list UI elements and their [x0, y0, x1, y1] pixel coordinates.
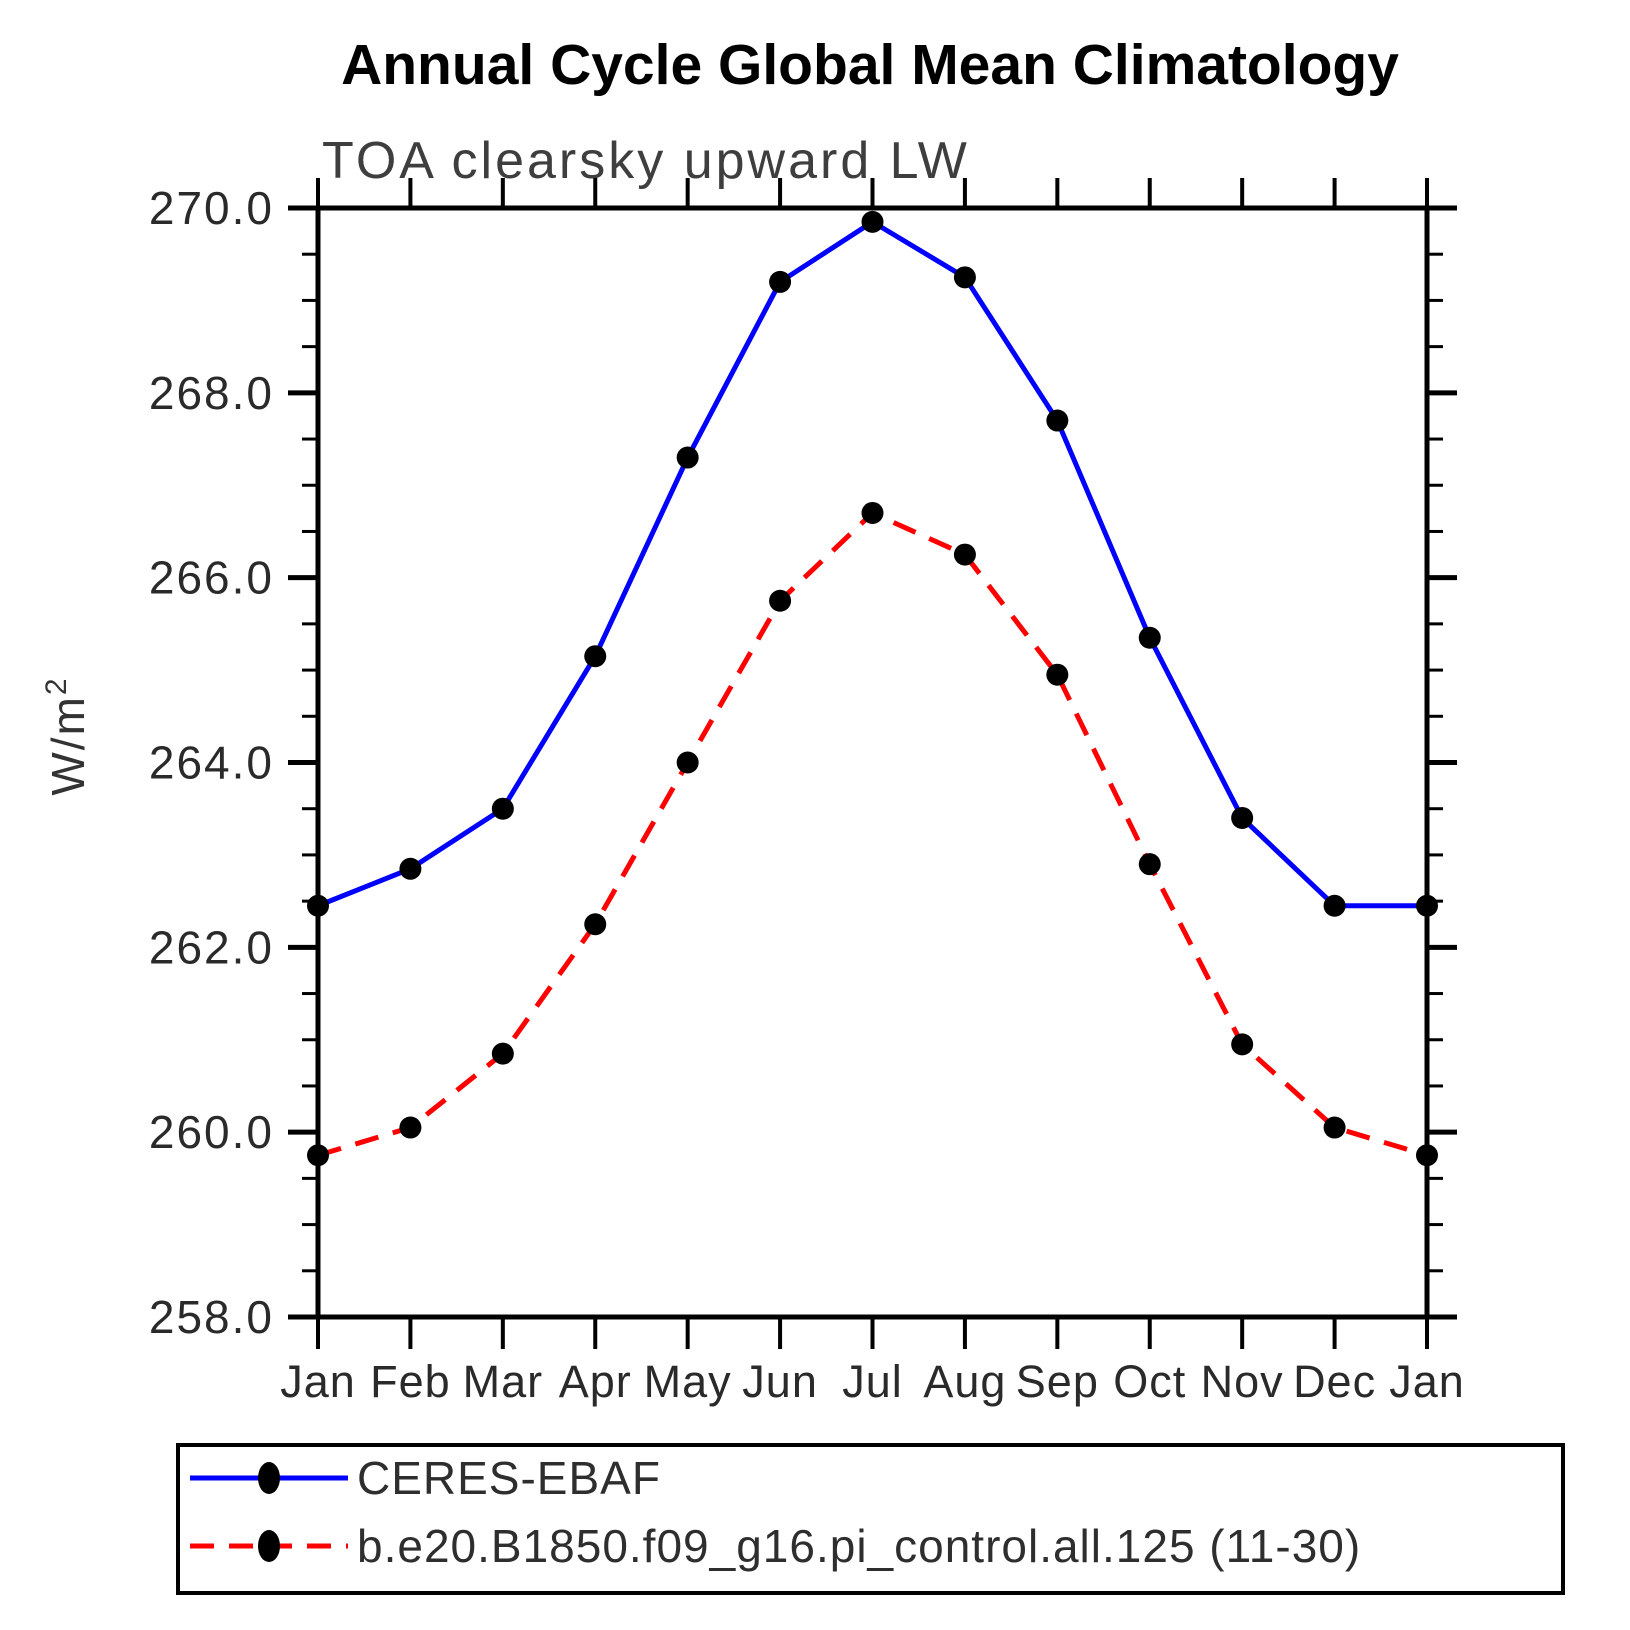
- legend-label-b-e20-b1850-f09-g16-pi-control-all-125-11-30: b.e20.B1850.f09_g16.pi_control.all.125 (…: [357, 1520, 1361, 1572]
- x-tick-label: Sep: [1016, 1356, 1099, 1407]
- legend-box: [176, 1443, 1565, 1595]
- ceres-ebaf-marker: [861, 210, 884, 233]
- y-axis-title: W/m2: [40, 676, 94, 795]
- x-tick-label: Oct: [1113, 1356, 1186, 1407]
- b-e20-b1850-f09-g16-pi-control-all-125-11-30-marker: [953, 543, 976, 566]
- y-tick-label: 264.0: [149, 737, 274, 789]
- b-e20-b1850-f09-g16-pi-control-all-125-11-30-marker: [1138, 853, 1161, 876]
- x-tick-label: Aug: [923, 1356, 1006, 1407]
- ceres-ebaf-marker: [1046, 409, 1069, 432]
- chart-title: Annual Cycle Global Mean Climatology: [341, 33, 1399, 97]
- ceres-ebaf-marker: [1323, 894, 1346, 917]
- b-e20-b1850-f09-g16-pi-control-all-125-11-30-marker: [307, 1144, 329, 1167]
- x-tick-label: Feb: [370, 1356, 451, 1407]
- x-tick-label: Jul: [842, 1356, 903, 1407]
- chart-subtitle: TOA clearsky upward LW: [322, 132, 970, 190]
- y-tick-label: 266.0: [149, 552, 274, 604]
- ceres-ebaf-marker: [1231, 806, 1254, 829]
- b-e20-b1850-f09-g16-pi-control-all-125-11-30-marker: [1231, 1033, 1254, 1056]
- x-tick-label: Mar: [463, 1356, 544, 1407]
- ceres-ebaf-marker: [584, 645, 607, 668]
- x-tick-label: Jan: [280, 1356, 356, 1407]
- x-tick-label: Jan: [1389, 1356, 1465, 1407]
- legend-marker-ceres-ebaf: [258, 1462, 280, 1494]
- b-e20-b1850-f09-g16-pi-control-all-125-11-30-marker: [1046, 663, 1069, 686]
- ceres-ebaf-marker: [399, 857, 422, 880]
- x-tick-label: Apr: [559, 1356, 632, 1407]
- b-e20-b1850-f09-g16-pi-control-all-125-11-30-marker: [1416, 1144, 1438, 1167]
- ceres-ebaf-marker: [676, 446, 699, 469]
- y-axis-title-main: W/m: [42, 695, 94, 796]
- y-tick-label: 270.0: [149, 182, 274, 234]
- ceres-ebaf-marker: [307, 894, 329, 917]
- ceres-ebaf-marker: [1416, 894, 1438, 917]
- y-axis-title-superscript: 2: [40, 676, 73, 695]
- y-tick-label: 262.0: [149, 921, 274, 973]
- ceres-ebaf-marker: [769, 270, 792, 293]
- ceres-ebaf-marker: [1138, 626, 1161, 649]
- b-e20-b1850-f09-g16-pi-control-all-125-11-30-marker: [399, 1116, 422, 1139]
- b-e20-b1850-f09-g16-pi-control-all-125-11-30-marker: [769, 589, 792, 612]
- x-tick-label: May: [644, 1356, 732, 1407]
- ceres-ebaf-line: [317, 219, 1427, 909]
- x-tick-label: Dec: [1293, 1356, 1376, 1407]
- x-tick-label: Nov: [1201, 1356, 1284, 1407]
- legend-marker-b-e20-b1850-f09-g16-pi-control-all-125-11-30: [258, 1530, 280, 1562]
- y-tick-label: 260.0: [149, 1106, 274, 1158]
- plot-generated-content: 258.0 260.0 262.0 264.0 266.0 268.0 270.0 Jan Fe…: [149, 178, 1565, 1595]
- b-e20-b1850-f09-g16-pi-control-all-125-11-30-marker: [676, 751, 699, 774]
- x-tick-label: Jun: [742, 1356, 818, 1407]
- ceres-ebaf-marker: [491, 797, 514, 820]
- ceres-ebaf-marker: [953, 266, 976, 289]
- legend-label-ceres-ebaf: CERES-EBAF: [357, 1452, 661, 1504]
- y-tick-label: 258.0: [149, 1291, 274, 1343]
- plot-frame: [315, 205, 1430, 1320]
- b-e20-b1850-f09-g16-pi-control-all-125-11-30-marker: [584, 913, 607, 936]
- b-e20-b1850-f09-g16-pi-control-all-125-11-30-marker: [861, 501, 884, 524]
- b-e20-b1850-f09-g16-pi-control-all-125-11-30-marker: [491, 1042, 514, 1065]
- b-e20-b1850-f09-g16-pi-control-all-125-11-30-marker: [1323, 1116, 1346, 1139]
- y-tick-label: 268.0: [149, 367, 274, 419]
